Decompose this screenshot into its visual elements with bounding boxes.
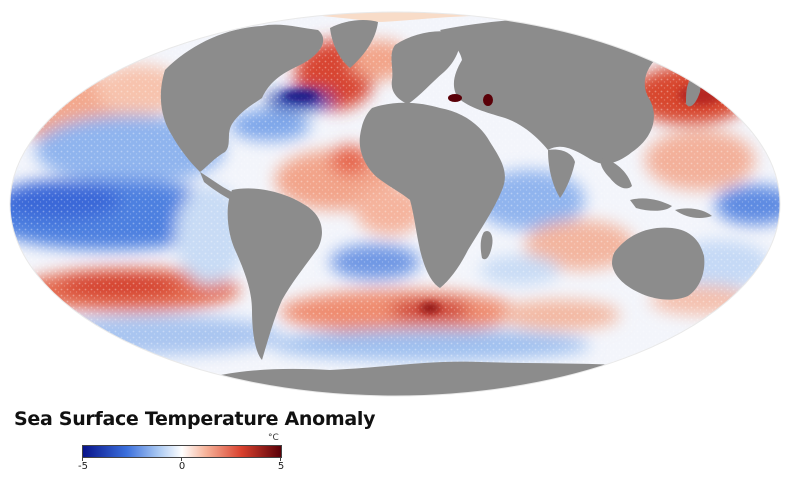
color-scale-bar (82, 445, 282, 458)
india-land (548, 149, 575, 198)
indonesia-land (630, 198, 712, 218)
japan-land (686, 78, 701, 107)
australia-land (612, 227, 705, 300)
legend-mid-label: 0 (178, 461, 186, 472)
greenland-land (330, 20, 378, 68)
legend-max-label: 5 (277, 461, 285, 472)
europe-land (391, 31, 461, 105)
sst-anomaly-map (9, 11, 781, 397)
southeast-asia-land (600, 158, 632, 189)
central-america-land (200, 172, 239, 202)
africa-land (359, 102, 505, 288)
world-map-svg (9, 11, 781, 397)
legend-unit: °C (268, 433, 279, 443)
globe-outline (9, 11, 781, 397)
legend-title: Sea Surface Temperature Anomaly (14, 408, 376, 430)
caspian-sea (448, 94, 462, 102)
black-sea (483, 94, 493, 106)
land-masses (150, 17, 780, 396)
south-america-land (227, 188, 322, 360)
legend-tick-max (280, 457, 281, 461)
legend-tick-mid (181, 457, 182, 461)
asia-land (440, 17, 669, 164)
legend-min-label: -5 (78, 461, 88, 472)
madagascar-land (480, 230, 493, 260)
legend-tick-min (82, 457, 83, 461)
north-america-land (160, 24, 324, 172)
